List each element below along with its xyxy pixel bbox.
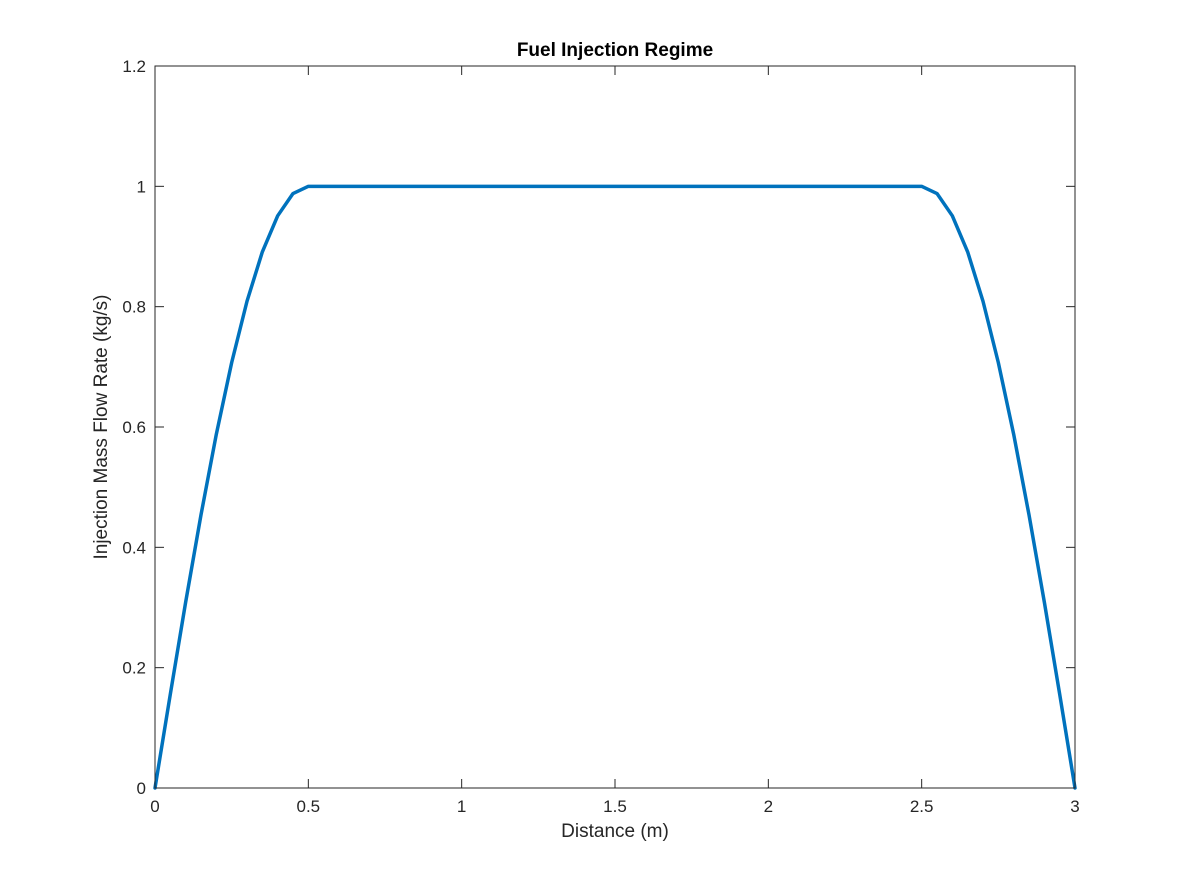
chart-title: Fuel Injection Regime — [517, 40, 713, 61]
series-line — [153, 184, 1077, 790]
y-tick-label: 0 — [137, 779, 146, 798]
y-tick-label: 0.4 — [122, 538, 146, 557]
x-tick-label: 0.5 — [297, 797, 321, 816]
y-tick-label: 1.2 — [122, 57, 146, 76]
y-tick-label: 0.8 — [122, 298, 146, 317]
x-tick-label: 1.5 — [603, 797, 627, 816]
y-axis-ticks: 0 0.2 0.4 0.6 0.8 1 1.2 — [122, 57, 1075, 798]
y-axis-title: Injection Mass Flow Rate (kg/s) — [91, 294, 112, 559]
x-axis-title: Distance (m) — [561, 821, 669, 842]
y-tick-label: 1 — [137, 177, 146, 196]
y-tick-label: 0.6 — [122, 418, 146, 437]
x-tick-label: 0 — [150, 797, 159, 816]
y-tick-label: 0.2 — [122, 659, 146, 678]
x-tick-label: 1 — [457, 797, 466, 816]
series-layer — [153, 184, 1077, 790]
plot-area — [155, 66, 1075, 788]
x-axis-ticks: 0 0.5 1 1.5 2 2.5 3 — [150, 66, 1080, 816]
x-tick-label: 2 — [764, 797, 773, 816]
x-tick-label: 2.5 — [910, 797, 934, 816]
x-tick-label: 3 — [1070, 797, 1079, 816]
